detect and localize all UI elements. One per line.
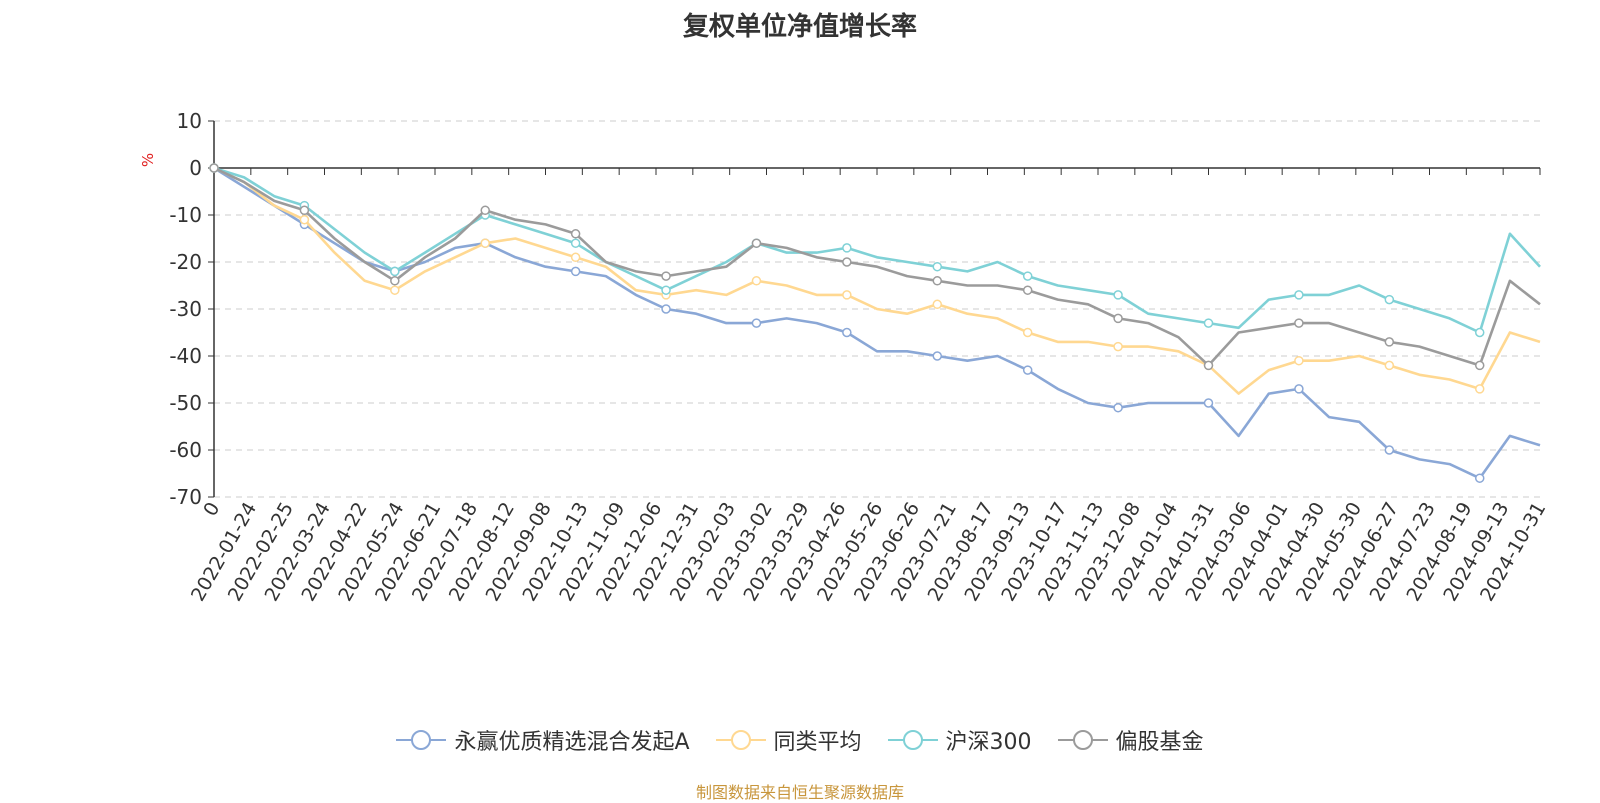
series-point bbox=[932, 276, 943, 286]
series-point bbox=[751, 318, 762, 328]
series-point bbox=[1022, 271, 1033, 281]
series-line-1 bbox=[213, 166, 1541, 395]
y-tick-label: -50 bbox=[169, 391, 202, 415]
series-point bbox=[932, 351, 943, 361]
y-tick-label: -10 bbox=[169, 203, 202, 227]
legend-line-icon bbox=[715, 730, 766, 750]
series-point bbox=[570, 266, 581, 277]
legend-item[interactable]: 永赢优质精选混合发起A bbox=[396, 724, 690, 756]
legend-item[interactable]: 沪深300 bbox=[887, 724, 1032, 756]
series-point bbox=[842, 327, 852, 338]
series-line-0 bbox=[213, 166, 1541, 480]
y-tick-label: -40 bbox=[169, 344, 202, 368]
series-point bbox=[1113, 290, 1123, 300]
series-point bbox=[1474, 473, 1485, 483]
series-point bbox=[1113, 402, 1123, 413]
series-lines bbox=[209, 163, 1541, 483]
series-point bbox=[1384, 337, 1395, 347]
series-point bbox=[1384, 445, 1395, 455]
y-tick-label: -60 bbox=[169, 438, 202, 462]
series-point bbox=[661, 285, 671, 295]
series-point bbox=[390, 276, 400, 286]
series-point bbox=[570, 252, 581, 263]
y-tick-label: 10 bbox=[177, 109, 202, 133]
series-point bbox=[480, 238, 490, 248]
series-point bbox=[1022, 285, 1033, 295]
series-point bbox=[1022, 365, 1033, 375]
series-point bbox=[570, 229, 581, 239]
series-point bbox=[209, 163, 219, 173]
series-point bbox=[932, 261, 943, 272]
series-point bbox=[751, 238, 762, 248]
series-point bbox=[1474, 384, 1485, 394]
series-point bbox=[1113, 313, 1123, 324]
x-tick-label: 0 bbox=[199, 499, 224, 520]
series-point bbox=[299, 214, 310, 225]
legend-line-icon bbox=[887, 730, 938, 750]
source-note: 制图数据来自恒生聚源数据库 bbox=[695, 783, 904, 802]
legend-item[interactable]: 同类平均 bbox=[715, 724, 862, 756]
legend-line-icon bbox=[1057, 730, 1108, 750]
series-point bbox=[1294, 318, 1304, 328]
y-tick-label: -70 bbox=[169, 485, 202, 509]
series-point bbox=[1384, 360, 1395, 371]
series-line-3 bbox=[213, 166, 1541, 367]
series-point bbox=[661, 304, 671, 314]
y-tick-label: -30 bbox=[169, 297, 202, 321]
series-point bbox=[390, 266, 400, 277]
legend-label: 沪深300 bbox=[945, 730, 1032, 755]
series-point bbox=[1113, 341, 1123, 352]
series-point bbox=[751, 276, 762, 286]
y-tick-label: -20 bbox=[169, 250, 202, 274]
chart-title: 复权单位净值增长率 bbox=[682, 12, 917, 42]
series-point bbox=[480, 205, 490, 216]
series-line-2 bbox=[213, 166, 1541, 334]
series-point bbox=[1384, 294, 1395, 305]
series-point bbox=[1022, 327, 1033, 338]
series-point bbox=[1203, 398, 1214, 408]
grid-lines bbox=[214, 120, 1540, 498]
series-point bbox=[1474, 327, 1485, 338]
legend-label: 偏股基金 bbox=[1115, 730, 1204, 755]
series-point bbox=[842, 257, 852, 267]
series-point bbox=[1294, 290, 1304, 300]
legend-label: 同类平均 bbox=[773, 730, 862, 755]
series-point bbox=[842, 243, 852, 253]
series-point bbox=[1294, 384, 1304, 394]
legend-label: 永赢优质精选混合发起A bbox=[454, 730, 690, 755]
series-point bbox=[299, 205, 310, 216]
legend-item[interactable]: 偏股基金 bbox=[1057, 724, 1204, 756]
series-point bbox=[1294, 355, 1304, 366]
legend-line-icon bbox=[396, 730, 447, 750]
series-point bbox=[842, 290, 852, 300]
y-axis-unit: % bbox=[139, 153, 157, 167]
series-point bbox=[390, 285, 400, 295]
series-point bbox=[1203, 318, 1214, 328]
legend: 永赢优质精选混合发起A 同类平均 沪深300 偏股基金 bbox=[0, 724, 1600, 756]
series-point bbox=[1474, 360, 1485, 371]
y-tick-label: 0 bbox=[189, 156, 202, 180]
series-point bbox=[932, 299, 943, 310]
series-point bbox=[661, 271, 671, 281]
series-point bbox=[570, 238, 581, 248]
series-point bbox=[1203, 360, 1214, 371]
axes: 100-10-20-30-40-50-60-7002022-01-242022-… bbox=[169, 109, 1550, 605]
